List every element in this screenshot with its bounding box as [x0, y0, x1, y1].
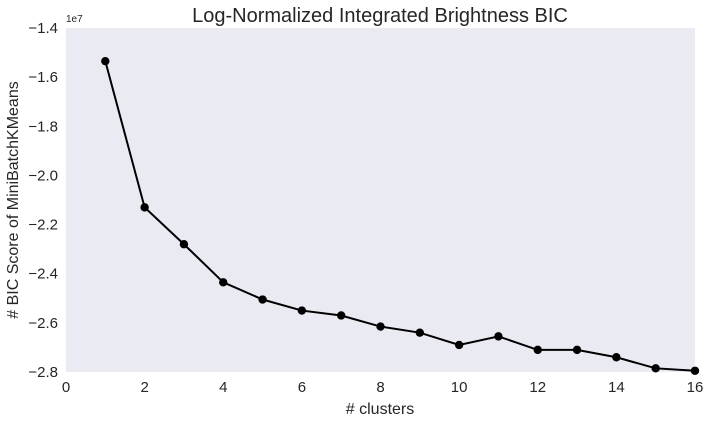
data-point	[651, 364, 660, 373]
x-tick-label: 6	[298, 379, 306, 396]
y-tick-label: −1.6	[28, 69, 58, 86]
y-tick-label: −2.2	[28, 217, 58, 234]
data-point	[376, 322, 385, 331]
x-axis-ticks: 0 2 4 6 8 10 12 14 16	[62, 379, 704, 396]
series-line	[104, 60, 696, 372]
y-axis-ticks: −2.8 −2.6 −2.4 −2.2 −2.0 −1.8 −1.6 −1.4	[28, 20, 58, 381]
plot-area	[66, 28, 695, 372]
y-tick-label: −2.6	[28, 315, 58, 332]
data-point	[179, 240, 189, 249]
data-point	[336, 311, 346, 320]
x-tick-label: 4	[219, 379, 227, 396]
chart-title: Log-Normalized Integrated Brightness BIC	[192, 5, 568, 27]
data-point	[690, 366, 700, 375]
data-point	[572, 345, 582, 355]
y-tick-label: −1.8	[28, 118, 58, 135]
data-point	[219, 278, 228, 287]
y-tick-label: −2.0	[28, 167, 58, 184]
data-point	[533, 345, 542, 355]
y-axis-label: # BIC Score of MiniBatchKMeans	[5, 81, 22, 318]
x-tick-label: 16	[687, 379, 704, 396]
data-point	[297, 306, 307, 315]
data-point	[612, 353, 621, 362]
data-point	[140, 203, 149, 212]
data-point	[454, 340, 464, 350]
x-tick-label: 14	[608, 379, 625, 396]
series-line-group	[101, 56, 700, 375]
x-tick-label: 8	[376, 379, 384, 396]
y-axis-offset-label: 1e7	[66, 14, 83, 25]
y-tick-label: −2.8	[28, 364, 58, 381]
x-tick-label: 0	[62, 379, 70, 396]
data-point	[415, 328, 425, 337]
data-point	[258, 295, 267, 304]
x-tick-label: 12	[529, 379, 546, 396]
x-axis-label: # clusters	[346, 401, 414, 418]
y-tick-label: −2.4	[28, 266, 58, 283]
x-tick-label: 10	[451, 379, 468, 396]
data-point	[101, 56, 110, 66]
y-tick-label: −1.4	[28, 20, 58, 37]
x-tick-label: 2	[140, 379, 148, 396]
data-point	[494, 332, 503, 341]
